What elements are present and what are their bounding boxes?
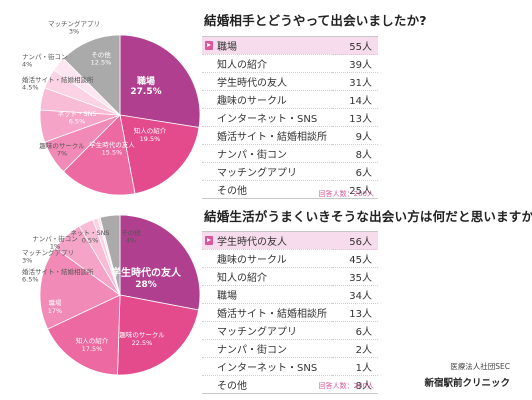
pie-slice-label: 婚活サイト・結婚相談所 6.5% <box>22 267 94 284</box>
table-row: 趣味のサークル 14人 <box>202 90 378 109</box>
answer-name: マッチングアプリ <box>202 321 332 340</box>
answer-count: 34人 <box>332 285 378 304</box>
pie-slice <box>117 294 200 376</box>
table-row: ナンパ・街コン 2人 <box>202 339 378 358</box>
pie-slice-label: ナンパ・街コン 4% <box>22 52 68 69</box>
pie-slice <box>119 114 200 195</box>
answer-count: 13人 <box>332 303 378 322</box>
pie-slice-label: 学生時代の友人 15.5% <box>89 140 135 157</box>
answer-name: 趣味のサークル <box>202 249 332 268</box>
chart-2-title: 結婚生活がうまくいきそうな出会い方は何だと思いますか? <box>204 209 532 224</box>
pie-slice-label: ネット・SNS 0.5% <box>70 229 109 245</box>
answer-name: 知人の紹介 <box>202 54 332 73</box>
chart-1-title: 結婚相手とどうやって出会いましたか? <box>204 13 427 28</box>
answer-count: 2人 <box>332 339 378 358</box>
answer-count: 55人 <box>332 36 378 55</box>
table-row: 学生時代の友人 56人 <box>202 231 378 250</box>
pie-slice-label: その他 4% <box>121 228 141 245</box>
answer-count: 56人 <box>332 231 378 250</box>
answer-name: インターネット・SNS <box>202 357 332 376</box>
table-row: 職場 55人 <box>202 36 378 55</box>
table-row: その他 25人 <box>202 181 378 199</box>
answer-count: 8人 <box>332 144 378 163</box>
table-row: 知人の紹介 39人 <box>202 54 378 73</box>
table-row: 婚活サイト・結婚相談所 9人 <box>202 126 378 145</box>
pie-slice-label: 婚活サイト・結婚相談所 4.5% <box>22 75 94 92</box>
table-row: インターネット・SNS 1人 <box>202 357 378 376</box>
table-row: 婚活サイト・結婚相談所 13人 <box>202 303 378 322</box>
answer-count: 31人 <box>332 72 378 91</box>
answer-count: 45人 <box>332 249 378 268</box>
pie-slice-label: 職場 17% <box>48 298 62 315</box>
pie-chart-1-svg: 職場 27.5% 知人の紹介 19.5%学生時代の友人 15.5%趣味のサークル 7% ネッ… <box>22 19 200 196</box>
clinic-name-label: 新宿駅前クリニック <box>424 378 510 389</box>
answer-count: 13人 <box>332 108 378 127</box>
clinic-org-label: 医療法人社団SEC <box>450 362 510 371</box>
ranking-table-2: 学生時代の友人 56人 趣味のサークル 45人 知人の紹介 35人 職場 34人 婚活サイト・結… <box>202 231 378 394</box>
rank-marker-icon <box>205 41 213 50</box>
table-row: 趣味のサークル 45人 <box>202 249 378 268</box>
pie-slice-label: 趣味のサークル 22.5% <box>119 330 165 347</box>
answer-name: 知人の紹介 <box>202 267 332 286</box>
answer-name: ナンパ・街コン <box>202 339 332 358</box>
pie-slice-label: ネット・SNS 6.5% <box>57 110 96 126</box>
pie-chart-2-svg: 学生時代の友人 28% 趣味のサークル 22.5% 知人の紹介 17.5% 職場 17% 婚活サ… <box>22 214 200 376</box>
pie-slice-label: その他 12.5% <box>91 50 112 67</box>
rank-marker-icon <box>205 236 213 245</box>
answer-name: 婚活サイト・結婚相談所 <box>202 126 332 145</box>
answer-name: 職場 <box>202 285 332 304</box>
table-row: 職場 34人 <box>202 285 378 304</box>
respondents-note-1: 回答人数：200人 <box>318 190 374 198</box>
answer-count: 6人 <box>332 162 378 181</box>
pie-slice <box>99 214 121 296</box>
table-row: マッチングアプリ 6人 <box>202 321 378 340</box>
answer-count: 35人 <box>332 267 378 286</box>
answer-name: 学生時代の友人 <box>202 231 332 250</box>
answer-count: 6人 <box>332 321 378 340</box>
answer-name: マッチングアプリ <box>202 162 332 181</box>
pie-slice-label: 職場 27.5% <box>130 75 161 97</box>
pie-slice <box>119 34 200 128</box>
pie-chart-2: 学生時代の友人 28% 趣味のサークル 22.5% 知人の紹介 17.5% 職場 17% 婚活サ… <box>0 195 200 395</box>
answer-name: インターネット・SNS <box>202 108 332 127</box>
answer-count: 25人 <box>349 186 372 197</box>
pie-slice <box>62 114 136 196</box>
pie-slice-label: 趣味のサークル 7% <box>39 141 85 158</box>
table-row: 知人の紹介 35人 <box>202 267 378 286</box>
pie-slice <box>47 294 121 376</box>
table-row: インターネット・SNS 13人 <box>202 108 378 127</box>
pie-slice-label: 知人の紹介 19.5% <box>134 126 167 143</box>
table-row: マッチングアプリ 6人 <box>202 162 378 181</box>
pie-slice-label: 知人の紹介 17.5% <box>76 336 109 353</box>
table-row: 学生時代の友人 31人 <box>202 72 378 91</box>
respondents-note-2: 回答人数：200人 <box>318 382 374 390</box>
ranking-table-1: 職場 55人 知人の紹介 39人 学生時代の友人 31人 趣味のサークル 14人 インターネット… <box>202 36 378 199</box>
answer-name: 職場 <box>202 36 332 55</box>
answer-name: 学生時代の友人 <box>202 72 332 91</box>
answer-count: 39人 <box>332 54 378 73</box>
answer-count: 8人 <box>355 381 372 392</box>
answer-name: ナンパ・街コン <box>202 144 332 163</box>
table-row: ナンパ・街コン 8人 <box>202 144 378 163</box>
answer-name: 婚活サイト・結婚相談所 <box>202 303 332 322</box>
answer-count: 14人 <box>332 90 378 109</box>
pie-slice-label: マッチングアプリ 3% <box>48 19 100 36</box>
pie-slice-label: 学生時代の友人 28% <box>111 266 182 290</box>
answer-name: その他 <box>217 186 247 197</box>
answer-name: 趣味のサークル <box>202 90 332 109</box>
pie-slice <box>39 247 121 330</box>
table-row: その他 8人 <box>202 376 378 394</box>
answer-count: 9人 <box>332 126 378 145</box>
answer-name: その他 <box>217 381 247 392</box>
pie-slice <box>119 214 200 311</box>
pie-chart-1: 職場 27.5% 知人の紹介 19.5% 学生時代の友人 15.5% 趣味のサークル 7% ネッ… <box>0 15 200 215</box>
pie-slice-label: ナンパ・街コン 1% <box>32 234 78 251</box>
answer-count: 1人 <box>332 357 378 376</box>
pie-slice-label: マッチングアプリ 3% <box>22 248 74 265</box>
pie-slice <box>62 34 121 116</box>
